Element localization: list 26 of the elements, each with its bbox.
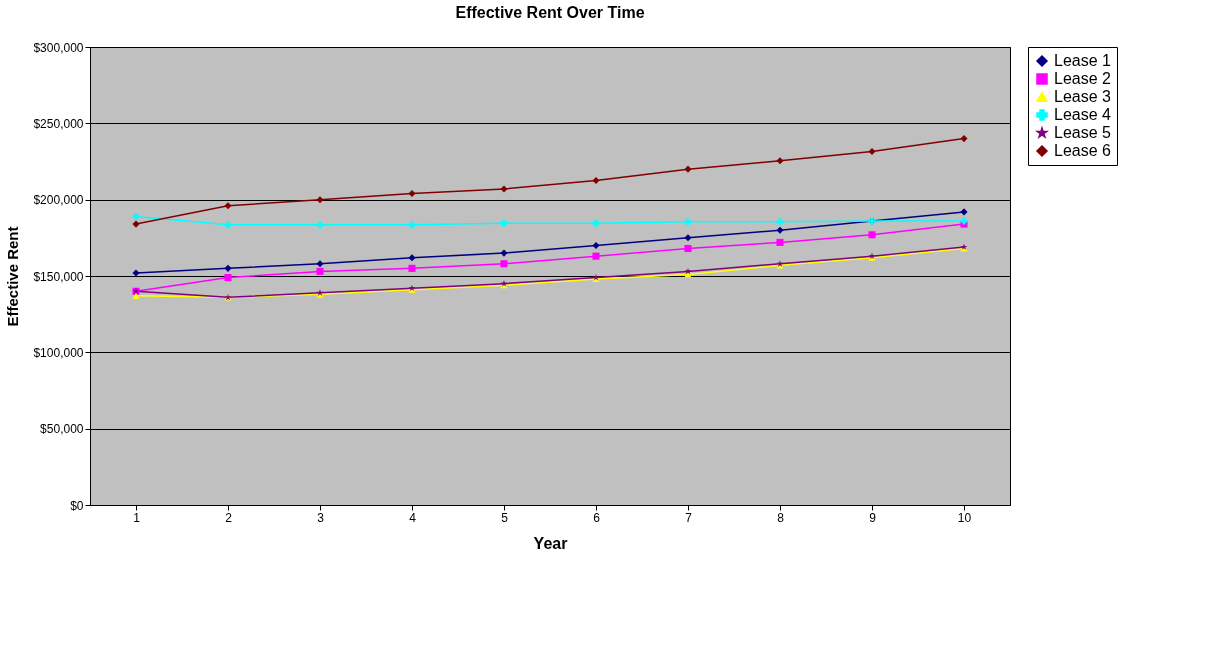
y-tick-label: $300,000 xyxy=(33,40,84,55)
x-tick-label: 3 xyxy=(317,510,325,525)
x-tick-label: 9 xyxy=(869,510,877,525)
x-axis-title: Year xyxy=(533,534,568,552)
x-tick-label: 10 xyxy=(957,510,972,525)
x-tick-label: 7 xyxy=(685,510,693,525)
y-tick-label: $50,000 xyxy=(40,422,84,437)
legend-label: Lease 4 xyxy=(1054,106,1112,123)
x-tick-label: 2 xyxy=(225,510,233,525)
x-tick-label: 6 xyxy=(593,510,601,525)
legend-label: Lease 3 xyxy=(1054,88,1112,105)
legend-label: Lease 6 xyxy=(1054,142,1112,159)
x-tick-label: 4 xyxy=(409,510,417,525)
y-tick-label: $0 xyxy=(70,498,84,513)
y-tick-label: $250,000 xyxy=(33,116,84,131)
y-tick-label: $200,000 xyxy=(33,193,84,208)
legend-label: Lease 2 xyxy=(1054,70,1112,87)
x-tick-label: 8 xyxy=(777,510,785,525)
chart-title: Effective Rent Over Time xyxy=(455,4,645,21)
y-tick-label: $100,000 xyxy=(33,345,84,360)
x-tick-label: 5 xyxy=(501,510,509,525)
legend-label: Lease 1 xyxy=(1054,52,1112,69)
x-tick-label: 1 xyxy=(133,510,141,525)
y-axis-title: Effective Rent xyxy=(4,226,22,327)
y-tick-label: $150,000 xyxy=(33,269,84,284)
legend-label: Lease 5 xyxy=(1054,124,1112,141)
